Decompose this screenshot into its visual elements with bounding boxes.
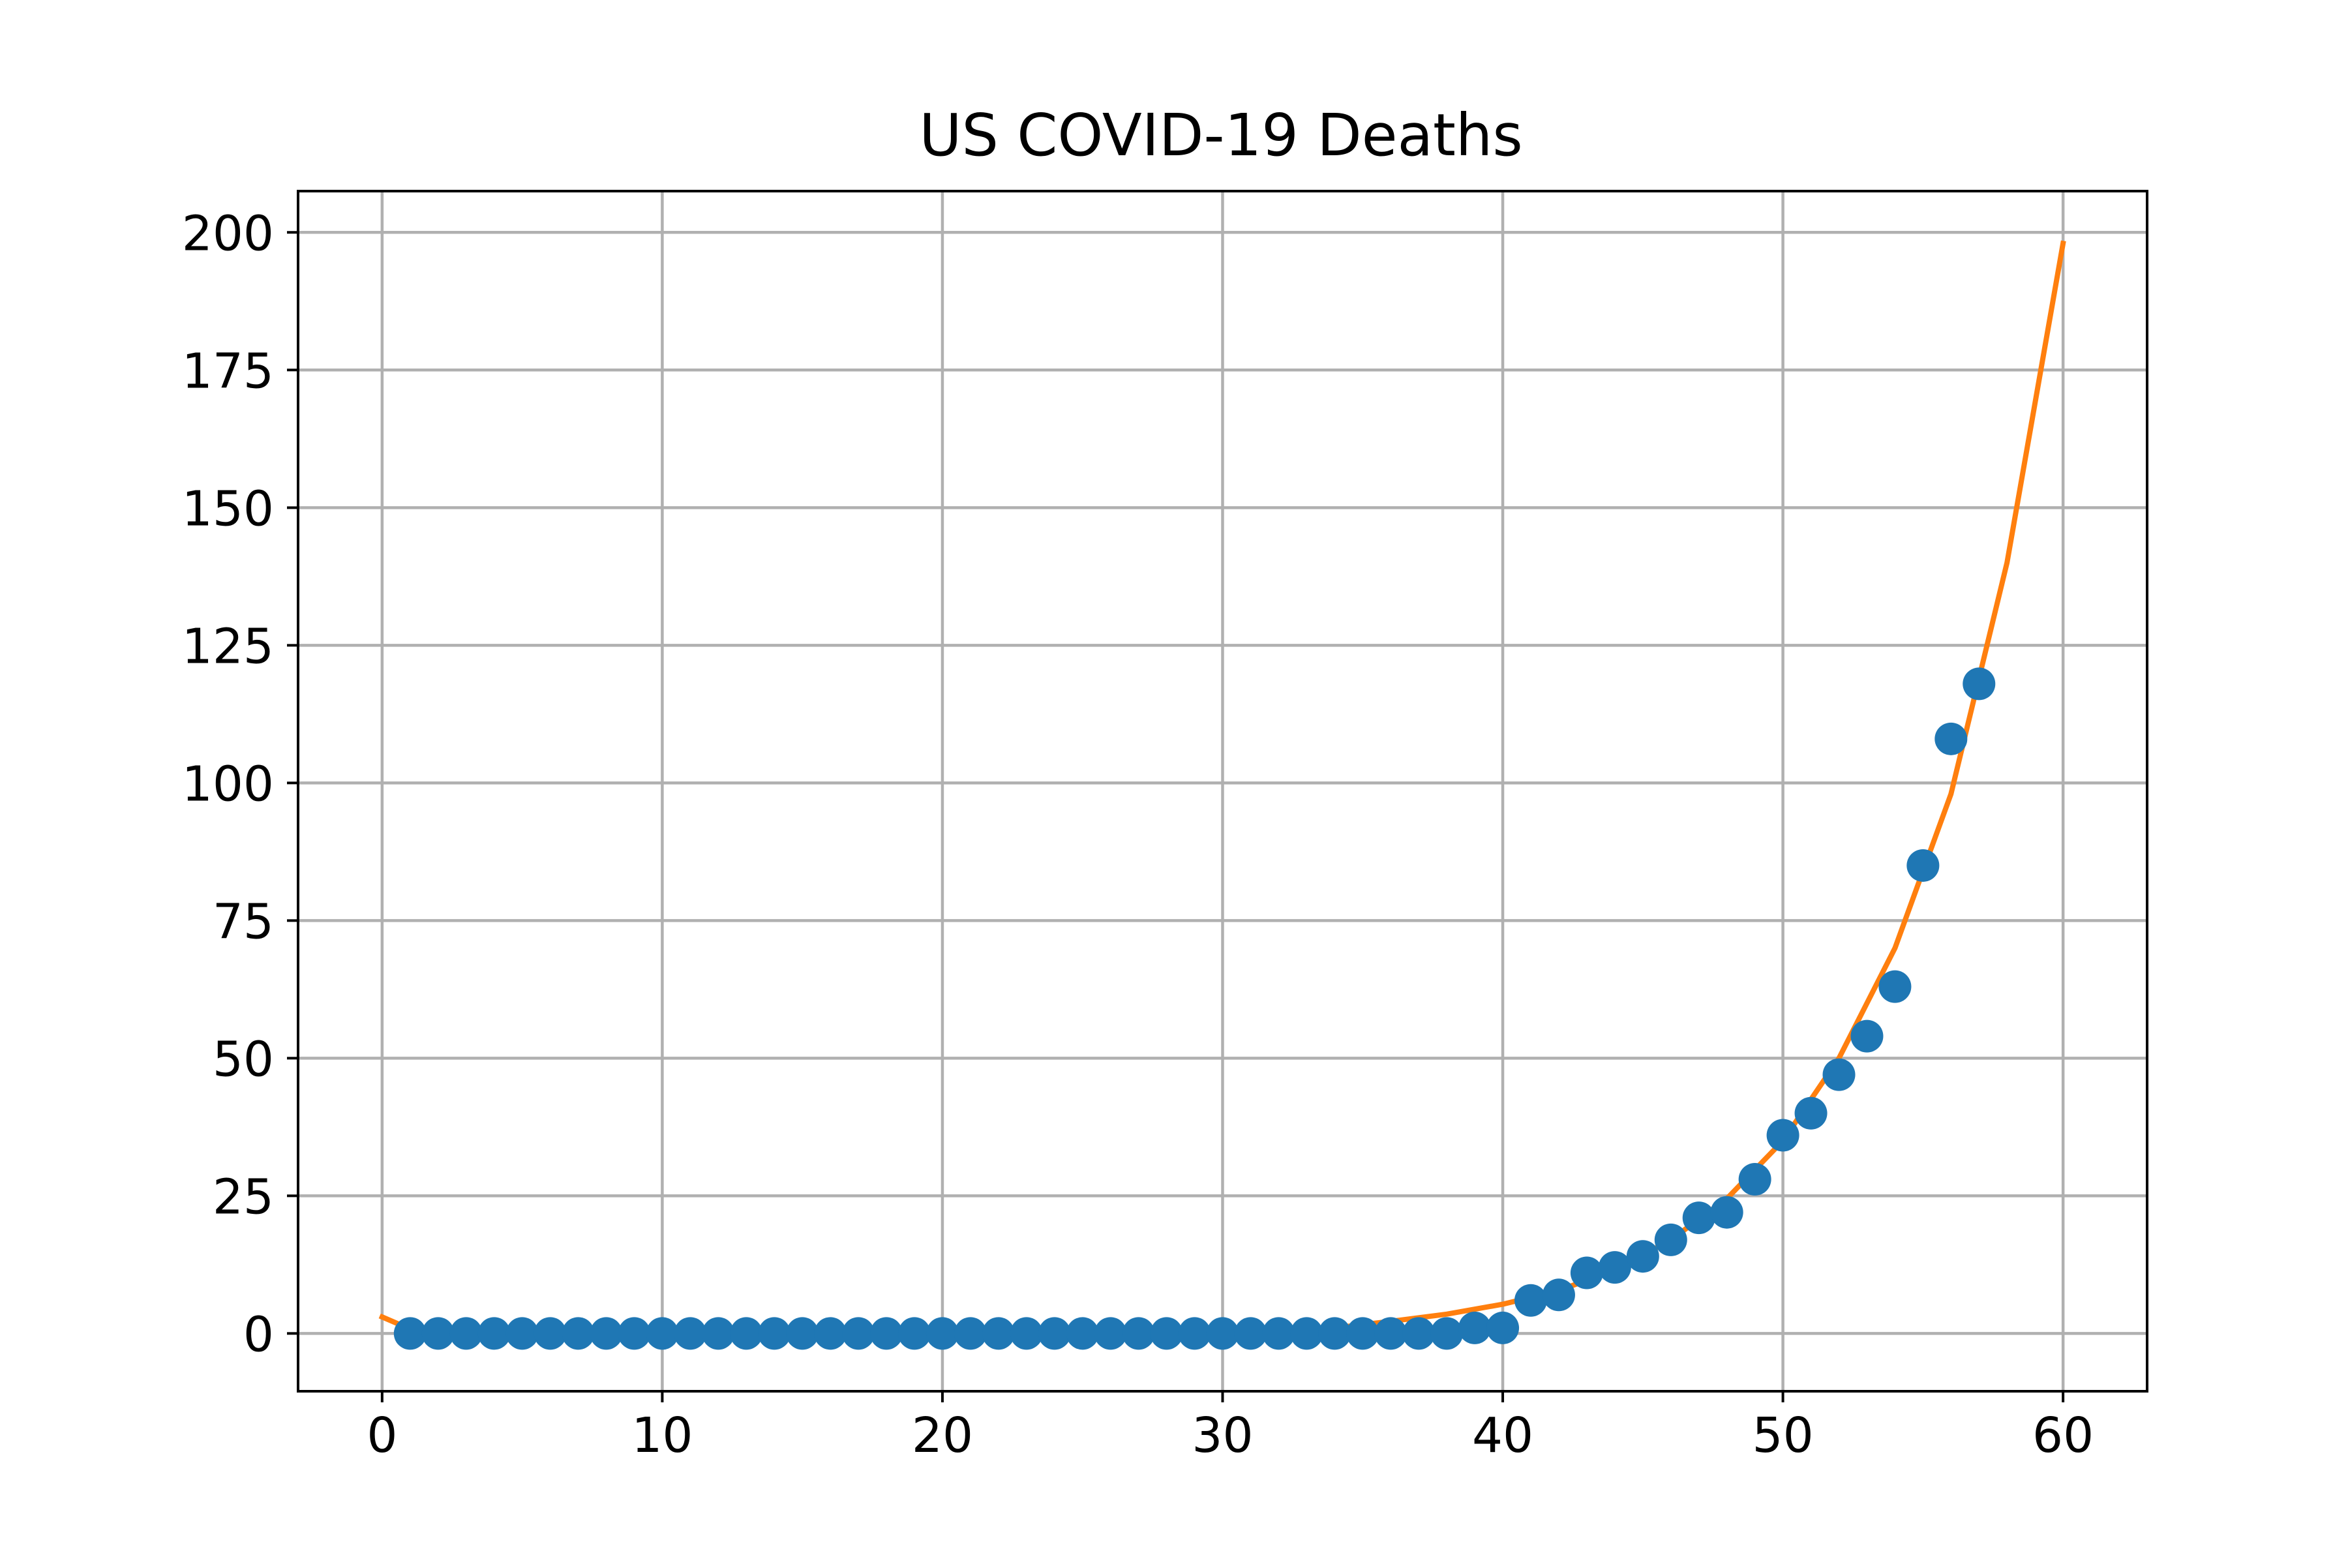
data-point-52 xyxy=(1850,1019,1884,1053)
data-point-21 xyxy=(982,1317,1015,1350)
y-tick-label-5: 125 xyxy=(182,618,274,674)
data-point-20 xyxy=(954,1317,987,1350)
data-point-56 xyxy=(1963,667,1996,701)
data-point-37 xyxy=(1430,1317,1464,1350)
data-point-16 xyxy=(842,1317,875,1350)
ticks: 0 10 20 30 40 50 60 0 25 50 75 100 125 150 175 200 xyxy=(182,205,2094,1464)
data-point-29 xyxy=(1206,1317,1239,1350)
x-tick-label-5: 50 xyxy=(1753,1408,1814,1464)
data-point-2 xyxy=(449,1317,483,1350)
data-point-27 xyxy=(1150,1317,1183,1350)
axes xyxy=(297,190,2148,1393)
data-point-40 xyxy=(1514,1284,1547,1317)
x-tick-label-1: 10 xyxy=(631,1408,693,1464)
data-point-12 xyxy=(730,1317,763,1350)
x-tick-label-3: 30 xyxy=(1192,1408,1253,1464)
data-point-9 xyxy=(646,1317,679,1350)
data-point-51 xyxy=(1822,1058,1856,1091)
data-point-34 xyxy=(1346,1317,1379,1350)
data-point-41 xyxy=(1542,1278,1575,1312)
x-tick-label-2: 20 xyxy=(912,1408,973,1464)
y-tick-label-3: 75 xyxy=(213,894,274,950)
data-point-31 xyxy=(1262,1317,1295,1350)
data-point-54 xyxy=(1906,849,1940,882)
data-point-22 xyxy=(1010,1317,1043,1350)
data-point-7 xyxy=(590,1317,623,1350)
data-point-42 xyxy=(1570,1256,1603,1289)
data-point-47 xyxy=(1710,1196,1743,1229)
chart-title: US COVID-19 Deaths xyxy=(919,101,1522,169)
data-point-36 xyxy=(1402,1317,1436,1350)
data-point-1 xyxy=(421,1317,455,1350)
data-point-26 xyxy=(1122,1317,1155,1350)
y-tick-label-6: 150 xyxy=(182,481,274,537)
data-point-35 xyxy=(1374,1317,1407,1350)
data-point-24 xyxy=(1066,1317,1099,1350)
data-point-49 xyxy=(1766,1119,1799,1152)
data-point-14 xyxy=(786,1317,819,1350)
data-point-15 xyxy=(814,1317,847,1350)
data-point-28 xyxy=(1178,1317,1211,1350)
data-point-53 xyxy=(1878,970,1912,1003)
x-tick-label-0: 0 xyxy=(367,1408,397,1464)
data-point-45 xyxy=(1654,1223,1687,1256)
x-tick-label-4: 40 xyxy=(1472,1408,1533,1464)
data-point-4 xyxy=(505,1317,539,1350)
y-tick-label-0: 0 xyxy=(243,1306,274,1363)
data-point-39 xyxy=(1486,1311,1520,1344)
y-tick-label-4: 100 xyxy=(182,756,274,812)
data-point-38 xyxy=(1458,1311,1492,1344)
data-point-30 xyxy=(1234,1317,1267,1350)
data-point-5 xyxy=(534,1317,567,1350)
data-point-50 xyxy=(1794,1096,1828,1130)
data-point-6 xyxy=(562,1317,595,1350)
y-tick-label-7: 175 xyxy=(182,343,274,399)
data-point-10 xyxy=(674,1317,707,1350)
data-point-25 xyxy=(1094,1317,1127,1350)
data-point-55 xyxy=(1934,722,1968,755)
data-point-0 xyxy=(393,1317,427,1350)
data-point-32 xyxy=(1290,1317,1323,1350)
x-tick-label-6: 60 xyxy=(2032,1408,2094,1464)
data-point-8 xyxy=(618,1317,651,1350)
data-point-44 xyxy=(1626,1240,1659,1273)
y-tick-label-1: 25 xyxy=(213,1169,274,1225)
data-point-33 xyxy=(1318,1317,1351,1350)
data-point-13 xyxy=(758,1317,791,1350)
data-point-3 xyxy=(477,1317,511,1350)
data-point-11 xyxy=(702,1317,735,1350)
scatter-points-layer xyxy=(393,667,1996,1350)
data-point-19 xyxy=(926,1317,959,1350)
data-point-46 xyxy=(1682,1201,1715,1235)
data-point-23 xyxy=(1038,1317,1071,1350)
data-point-43 xyxy=(1598,1251,1631,1284)
data-point-17 xyxy=(870,1317,903,1350)
data-point-18 xyxy=(898,1317,931,1350)
y-tick-label-8: 200 xyxy=(182,205,274,262)
y-tick-label-2: 50 xyxy=(213,1031,274,1087)
data-point-48 xyxy=(1738,1163,1771,1196)
